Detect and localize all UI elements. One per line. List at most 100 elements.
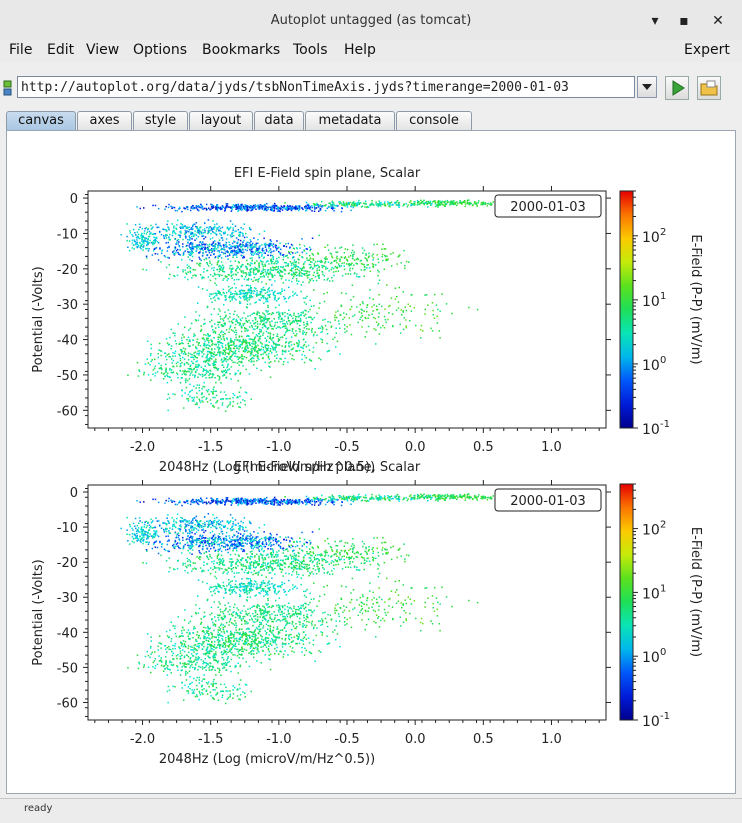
data-point bbox=[332, 500, 334, 502]
tab-canvas[interactable]: canvas bbox=[6, 111, 76, 130]
data-point bbox=[262, 353, 264, 355]
data-point bbox=[199, 384, 201, 386]
data-point bbox=[335, 251, 337, 253]
data-point bbox=[365, 318, 367, 320]
data-point bbox=[318, 328, 320, 330]
data-point bbox=[225, 246, 227, 248]
tab-data[interactable]: data bbox=[254, 111, 304, 130]
data-point bbox=[160, 350, 162, 352]
data-point bbox=[344, 205, 346, 207]
data-point bbox=[199, 400, 201, 402]
plot-canvas[interactable]: EFI E-Field spin plane, Scalar0-10-20-30… bbox=[7, 131, 735, 793]
data-point bbox=[261, 244, 263, 246]
data-point bbox=[309, 255, 311, 257]
data-point bbox=[243, 240, 245, 242]
menu-bookmarks[interactable]: Bookmarks bbox=[202, 42, 280, 58]
data-point bbox=[274, 262, 276, 264]
data-point bbox=[363, 264, 365, 266]
data-point bbox=[206, 209, 208, 211]
menu-expert[interactable]: Expert bbox=[684, 42, 730, 58]
data-point bbox=[230, 246, 232, 248]
data-point bbox=[314, 332, 316, 334]
data-point bbox=[443, 204, 445, 206]
data-point bbox=[174, 253, 176, 255]
data-point bbox=[236, 356, 238, 358]
data-point bbox=[280, 502, 282, 504]
data-point bbox=[273, 250, 275, 252]
data-point bbox=[333, 210, 335, 212]
close-icon[interactable]: ✕ bbox=[709, 12, 727, 30]
data-point bbox=[241, 499, 243, 501]
url-history-dropdown[interactable] bbox=[637, 76, 657, 98]
data-point bbox=[396, 310, 398, 312]
tab-axes[interactable]: axes bbox=[77, 111, 132, 130]
data-point bbox=[296, 295, 298, 297]
data-point bbox=[241, 271, 243, 273]
tab-layout[interactable]: layout bbox=[189, 111, 253, 130]
data-point bbox=[144, 372, 146, 374]
minimize-icon[interactable]: ▾ bbox=[646, 12, 664, 30]
data-point bbox=[204, 370, 206, 372]
data-point bbox=[271, 500, 273, 502]
data-point bbox=[265, 293, 267, 295]
data-point bbox=[390, 498, 392, 500]
data-point bbox=[261, 329, 263, 331]
data-point bbox=[216, 284, 218, 286]
tab-console[interactable]: console bbox=[396, 111, 472, 130]
data-point bbox=[351, 252, 353, 254]
data-point bbox=[303, 322, 305, 324]
data-point bbox=[253, 273, 255, 275]
tab-style[interactable]: style bbox=[133, 111, 188, 130]
data-point bbox=[267, 292, 269, 294]
data-point bbox=[435, 203, 437, 205]
plot-button[interactable] bbox=[665, 76, 689, 100]
data-point bbox=[276, 248, 278, 250]
data-point bbox=[274, 209, 276, 211]
data-point bbox=[275, 343, 277, 345]
data-point bbox=[155, 224, 157, 226]
data-point bbox=[368, 326, 370, 328]
data-point bbox=[362, 303, 364, 305]
data-point bbox=[193, 399, 195, 401]
data-point bbox=[394, 202, 396, 204]
menu-tools[interactable]: Tools bbox=[293, 42, 328, 58]
data-point bbox=[280, 254, 282, 256]
data-point bbox=[336, 256, 338, 258]
tab-metadata[interactable]: metadata bbox=[305, 111, 395, 130]
url-input[interactable]: http://autoplot.org/data/jyds/tsbNonTime… bbox=[17, 76, 635, 98]
data-point bbox=[187, 279, 189, 281]
data-point bbox=[384, 205, 386, 207]
menu-help[interactable]: Help bbox=[344, 42, 376, 58]
data-point bbox=[378, 497, 380, 499]
data-point bbox=[154, 359, 156, 361]
data-point bbox=[205, 236, 207, 238]
data-point bbox=[257, 243, 259, 245]
menu-view[interactable]: View bbox=[86, 42, 119, 58]
data-point bbox=[159, 248, 161, 250]
data-point bbox=[307, 277, 309, 279]
data-point bbox=[190, 247, 192, 249]
menu-options[interactable]: Options bbox=[133, 42, 187, 58]
data-point bbox=[140, 245, 142, 247]
data-point bbox=[271, 326, 273, 328]
data-point bbox=[180, 231, 182, 233]
data-point bbox=[291, 268, 293, 270]
data-point bbox=[417, 200, 419, 202]
data-point bbox=[270, 239, 272, 241]
data-point bbox=[274, 275, 276, 277]
data-point bbox=[246, 369, 248, 371]
data-point bbox=[281, 345, 283, 347]
menu-file[interactable]: File bbox=[9, 42, 32, 58]
data-point bbox=[199, 353, 201, 355]
data-point bbox=[303, 263, 305, 265]
data-point bbox=[187, 239, 189, 241]
data-point bbox=[147, 239, 149, 241]
data-point bbox=[290, 324, 292, 326]
data-point bbox=[254, 244, 256, 246]
menu-edit[interactable]: Edit bbox=[47, 42, 74, 58]
open-file-button[interactable] bbox=[697, 76, 721, 100]
data-point bbox=[384, 201, 386, 203]
maximize-icon[interactable]: ▪ bbox=[675, 12, 693, 30]
data-point bbox=[243, 256, 245, 258]
data-point bbox=[203, 238, 205, 240]
